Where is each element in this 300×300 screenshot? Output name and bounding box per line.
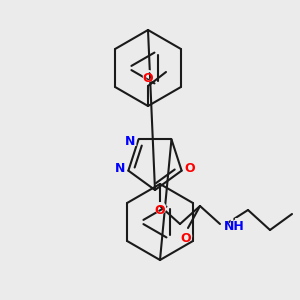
Text: N: N [125, 135, 136, 148]
Text: O: O [143, 71, 153, 85]
Text: N: N [124, 134, 137, 149]
Text: O: O [142, 70, 154, 86]
Text: O: O [183, 161, 196, 176]
Text: N: N [114, 161, 127, 176]
Text: O: O [154, 202, 166, 217]
Text: NH: NH [221, 218, 247, 233]
Text: O: O [184, 162, 195, 175]
Text: O: O [179, 230, 193, 245]
Text: O: O [181, 232, 191, 244]
Text: NH: NH [224, 220, 244, 232]
Text: O: O [155, 203, 165, 217]
Text: N: N [115, 162, 126, 175]
